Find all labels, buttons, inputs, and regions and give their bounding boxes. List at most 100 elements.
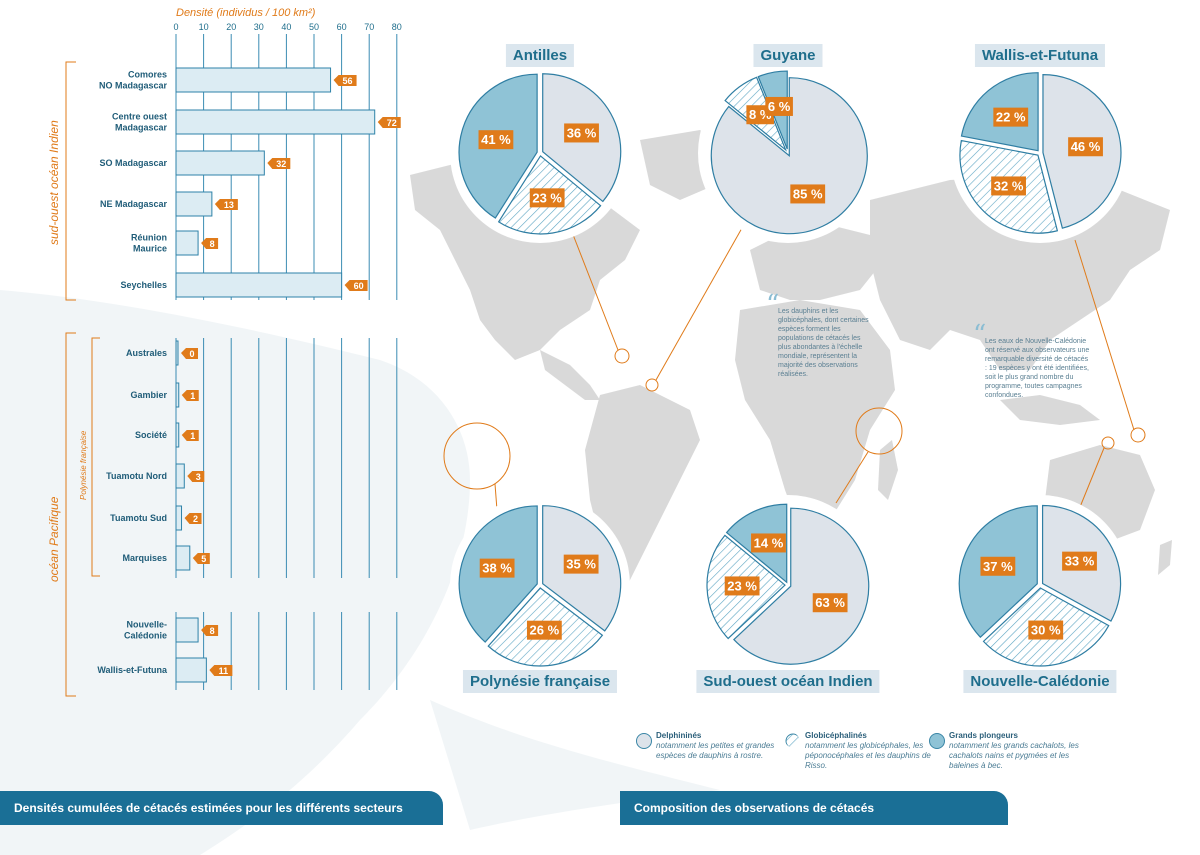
map-europe	[750, 225, 880, 300]
pie-data-label: 30 %	[1031, 623, 1061, 638]
quote-nouvelle-caledonie: “ Les eaux de Nouvelle-Calédonie ont rés…	[973, 322, 1090, 400]
legend-grands-plongeurs-title: Grands plongeurs	[949, 731, 1018, 740]
pie-label-box	[980, 556, 1016, 576]
bar	[175, 67, 332, 93]
pie-data-label: 38 %	[482, 561, 512, 576]
bar	[175, 150, 265, 176]
map-callouts	[443, 227, 1146, 511]
pie-data-label: 46 %	[1071, 139, 1101, 154]
category-label: NE Madagascar	[100, 199, 168, 209]
x-tick-label: 80	[392, 22, 402, 32]
pie-label-box	[1028, 620, 1064, 640]
pie-data-label: 33 %	[1065, 554, 1095, 569]
data-label: 72	[387, 118, 397, 128]
data-label: 2	[193, 514, 198, 524]
pie-slice	[710, 77, 868, 235]
pie-label-box	[765, 96, 793, 116]
value-tag	[201, 625, 219, 636]
data-label: 60	[354, 281, 364, 291]
category-label: Comores NO Madagascar	[99, 70, 168, 91]
legend-delphinines-title: Delphininés	[656, 731, 702, 740]
bar	[175, 545, 191, 571]
pie-title-sud-ouest: Sud-ouest océan Indien	[696, 670, 880, 693]
x-tick-label: 70	[364, 22, 374, 32]
footer-bar-densities: Densités cumulées de cétacés estimées po…	[0, 791, 443, 825]
bar-marks: Comores NO Madagascar 56 Centre ouest Madaga…	[97, 67, 401, 683]
footer-bar-composition: Composition des observations de cétacés	[620, 791, 1008, 825]
pie-label-box	[812, 593, 848, 613]
map-central-america	[540, 350, 600, 400]
category-label: Centre ouest Madagascar	[112, 112, 168, 133]
pie-label-box	[526, 620, 562, 640]
data-label: 1	[190, 391, 195, 401]
data-label: 13	[224, 200, 234, 210]
pie-data-label: 32 %	[994, 178, 1024, 193]
category-label: Tuamotu Nord	[106, 471, 167, 481]
value-tag	[333, 75, 357, 86]
x-tick-label: 0	[173, 22, 178, 32]
x-tick-label: 50	[309, 22, 319, 32]
pie-label-box	[479, 558, 515, 578]
legend-globicephalines-desc: notamment les globicéphales, les péponoc…	[805, 741, 931, 770]
category-label: Société	[135, 430, 167, 440]
data-label: 5	[201, 554, 206, 564]
pie-label-box	[529, 188, 565, 208]
pie-data-label: 22 %	[996, 110, 1026, 125]
pie-data-label: 23 %	[532, 190, 562, 205]
quote-mark-icon: “	[973, 320, 987, 350]
quote-nc-text: Les eaux de Nouvelle-Calédonie ont réser…	[985, 338, 1090, 399]
pie-marks: 36 %23 %41 %85 %8 %6 %46 %32 %22 %35 %26…	[450, 63, 1130, 675]
pie-label-box	[563, 554, 599, 574]
category-label: Australes	[126, 348, 167, 358]
pie-title-guyane: Guyane	[753, 44, 823, 67]
category-label: Seychelles	[120, 280, 167, 290]
data-label: 0	[189, 349, 194, 359]
bar	[175, 463, 185, 489]
value-tag	[214, 199, 238, 210]
x-tick-label: 60	[337, 22, 347, 32]
value-tag	[192, 553, 210, 564]
data-label: 32	[276, 159, 286, 169]
pie-data-label: 14 %	[754, 535, 784, 550]
bar	[175, 617, 199, 643]
category-label: Wallis-et-Futuna	[97, 665, 168, 675]
category-label: Tuamotu Sud	[110, 513, 167, 523]
quote-dauphins-text: Les dauphins et les globicéphales, dont …	[778, 308, 869, 378]
bar	[175, 382, 180, 408]
pie-data-label: 41 %	[481, 132, 511, 147]
value-tag	[209, 665, 233, 676]
pie-title-antilles: Antilles	[505, 44, 575, 67]
pie-title-nouvelle-caledonie: Nouvelle-Calédonie	[963, 670, 1117, 693]
category-label: SO Madagascar	[99, 158, 167, 168]
category-label: Marquises	[122, 553, 167, 563]
value-tag	[181, 430, 199, 441]
category-label: Gambier	[130, 390, 167, 400]
bar-axis-title: Densité (individus / 100 km²)	[176, 7, 316, 19]
data-label: 56	[343, 76, 353, 86]
x-tick-label: 30	[254, 22, 264, 32]
x-tick-label: 10	[199, 22, 209, 32]
pie-data-label: 35 %	[566, 557, 596, 572]
legend-globicephalines-title: Globicéphalinés	[805, 731, 867, 740]
value-tag	[267, 158, 291, 169]
plain-circle-icon	[636, 733, 652, 749]
x-tick-label: 20	[226, 22, 236, 32]
pie-label-box	[751, 533, 786, 553]
value-tag	[181, 390, 199, 401]
map-madagascar	[878, 440, 898, 500]
pie-label-box	[564, 123, 599, 143]
pie-data-label: 26 %	[530, 623, 560, 638]
pie-label-box	[1068, 137, 1103, 157]
data-label: 8	[210, 626, 215, 636]
category-label: Réunion Maurice	[131, 233, 167, 254]
bar	[175, 109, 376, 135]
pie-label-box	[724, 576, 760, 596]
data-label: 1	[190, 431, 195, 441]
pie-label-box	[1062, 551, 1097, 571]
quote-dauphins: “ Les dauphins et les globicéphales, don…	[766, 292, 870, 379]
pie-data-label: 85 %	[793, 186, 823, 201]
quote-mark-icon: “	[766, 290, 780, 320]
bar	[175, 230, 199, 256]
x-tick-label: 40	[281, 22, 291, 32]
